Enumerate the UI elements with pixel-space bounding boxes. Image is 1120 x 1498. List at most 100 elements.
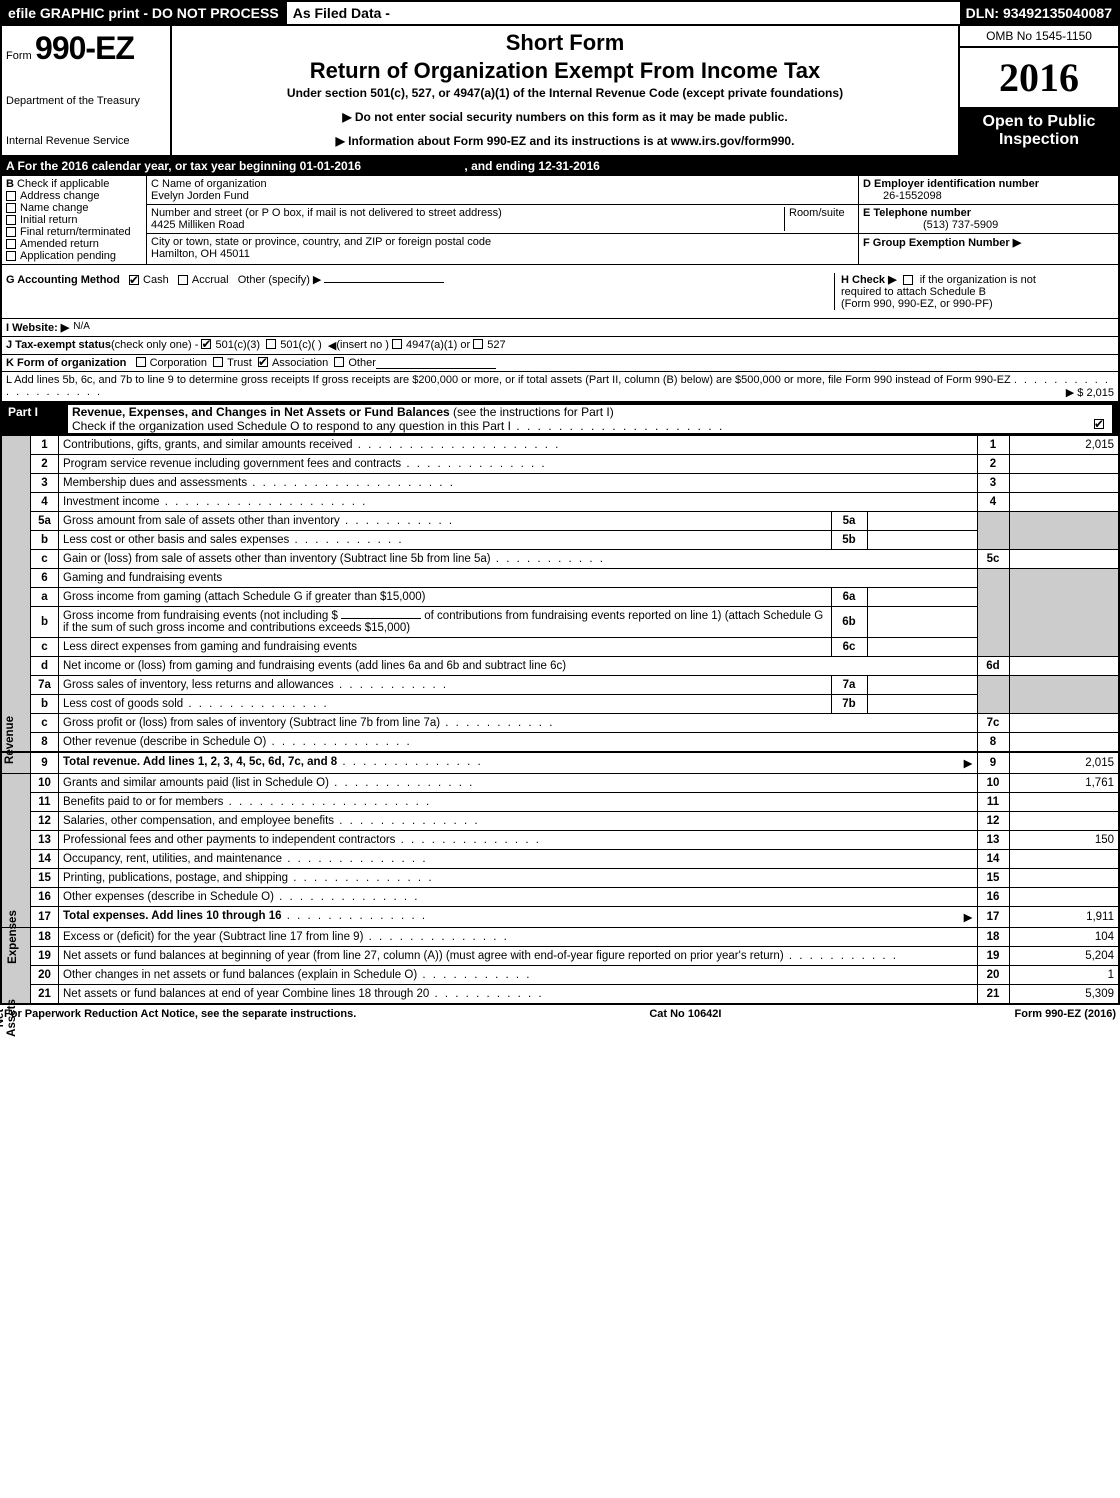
j-527: 527: [487, 339, 505, 352]
l6d-desc: Net income or (loss) from gaming and fun…: [59, 657, 978, 676]
col-b: B Check if applicable Address change Nam…: [2, 176, 147, 264]
header-left: Form 990-EZ Department of the Treasury I…: [2, 26, 172, 155]
k-other: Other: [348, 357, 376, 369]
l1-desc: Contributions, gifts, grants, and simila…: [63, 439, 353, 451]
form-number: 990-EZ: [35, 30, 134, 66]
j-insert: (insert no ): [336, 339, 389, 352]
header-bullet2: ▶ Information about Form 990-EZ and its …: [176, 134, 954, 148]
h-text1: if the organization is not: [920, 274, 1036, 286]
l6d-val: [1009, 657, 1119, 676]
cb-501c3[interactable]: [201, 339, 211, 349]
cb-4947[interactable]: [392, 339, 402, 349]
l5c-desc: Gain or (loss) from sale of assets other…: [63, 553, 491, 565]
return-title: Return of Organization Exempt From Incom…: [176, 58, 954, 84]
b-amended: Amended return: [20, 238, 99, 250]
cb-pending[interactable]: [6, 251, 16, 261]
l6a-box: [867, 588, 977, 607]
l6b-desc1: Gross income from fundraising events (no…: [63, 610, 338, 622]
footer-mid: Cat No 10642I: [649, 1008, 721, 1020]
cb-final-return[interactable]: [6, 227, 16, 237]
l12-ln: 12: [977, 812, 1009, 831]
header-subtitle: Under section 501(c), 527, or 4947(a)(1)…: [176, 86, 954, 100]
l2-num: 2: [31, 455, 59, 474]
l2-ln: 2: [977, 455, 1009, 474]
cb-amended[interactable]: [6, 239, 16, 249]
l17-desc: Total expenses. Add lines 10 through 16: [63, 910, 282, 922]
cb-other[interactable]: [334, 357, 344, 367]
l9-val: 2,015: [1009, 752, 1119, 774]
l6-desc: Gaming and fundraising events: [59, 569, 978, 588]
d-value: 26-1552098: [863, 190, 942, 202]
l7b-num: b: [31, 695, 59, 714]
l15-num: 15: [31, 869, 59, 888]
form-prefix: Form: [6, 50, 32, 62]
row-l: L Add lines 5b, 6c, and 7b to line 9 to …: [0, 372, 1120, 403]
l16-val: [1009, 888, 1119, 907]
l4-desc: Investment income: [63, 496, 160, 508]
f-label: F Group Exemption Number ▶: [863, 237, 1021, 249]
l5b-sml: 5b: [831, 531, 867, 550]
cb-name-change[interactable]: [6, 203, 16, 213]
cb-501c[interactable]: [266, 339, 276, 349]
l14-val: [1009, 850, 1119, 869]
l18-num: 18: [31, 928, 59, 947]
cb-corp[interactable]: [136, 357, 146, 367]
top-bar-spacer: [396, 2, 960, 24]
cb-address-change[interactable]: [6, 191, 16, 201]
header-bullet1: ▶ Do not enter social security numbers o…: [176, 110, 954, 124]
k-other-field[interactable]: [376, 357, 496, 369]
l5b-num: b: [31, 531, 59, 550]
i-value: N/A: [73, 321, 90, 334]
l6d-num: d: [31, 657, 59, 676]
l7a-box: [867, 676, 977, 695]
l17-val: 1,911: [1009, 907, 1119, 928]
l9-ln: 9: [977, 752, 1009, 774]
l6a-desc: Gross income from gaming (attach Schedul…: [59, 588, 832, 607]
b-pending: Application pending: [20, 250, 116, 262]
cb-527[interactable]: [473, 339, 483, 349]
open-to-public: Open to Public Inspection: [960, 107, 1118, 155]
l7a-desc: Gross sales of inventory, less returns a…: [63, 679, 334, 691]
omb-number: OMB No 1545-1150: [960, 26, 1118, 48]
l15-val: [1009, 869, 1119, 888]
l17-arrow: ▶: [964, 910, 973, 924]
l4-val: [1009, 493, 1119, 512]
l4-num: 4: [31, 493, 59, 512]
g-label: G Accounting Method: [6, 274, 120, 286]
l6a-sml: 6a: [831, 588, 867, 607]
l8-desc: Other revenue (describe in Schedule O): [63, 736, 266, 748]
cb-initial-return[interactable]: [6, 215, 16, 225]
part-i-check: Check if the organization used Schedule …: [72, 419, 511, 433]
e-label: E Telephone number: [863, 207, 971, 219]
g-other-field[interactable]: [324, 282, 444, 283]
l6b-box: [867, 607, 977, 638]
cb-trust[interactable]: [213, 357, 223, 367]
h-text2: required to attach Schedule B: [841, 286, 986, 298]
l18-val: 104: [1009, 928, 1119, 947]
row-k: K Form of organization Corporation Trust…: [0, 355, 1120, 372]
header-center: Short Form Return of Organization Exempt…: [172, 26, 958, 155]
footer-left: For Paperwork Reduction Act Notice, see …: [4, 1008, 356, 1020]
short-form-title: Short Form: [176, 30, 954, 56]
d-label: D Employer identification number: [863, 178, 1039, 190]
l6b-blank[interactable]: [341, 618, 421, 619]
section-bcdef: B Check if applicable Address change Nam…: [0, 176, 1120, 265]
l7b-sml: 7b: [831, 695, 867, 714]
l9-num: 9: [31, 752, 59, 774]
city-label: City or town, state or province, country…: [151, 236, 491, 248]
side-revenue: Revenue: [1, 436, 31, 753]
l10-desc: Grants and similar amounts paid (list in…: [63, 777, 329, 789]
g-accrual: Accrual: [192, 274, 229, 286]
l19-desc: Net assets or fund balances at beginning…: [63, 950, 784, 962]
l17-ln: 17: [977, 907, 1009, 928]
cb-assoc[interactable]: [258, 357, 268, 367]
b-checkif: Check if applicable: [17, 178, 109, 190]
cb-sched-o[interactable]: [1094, 419, 1104, 429]
cb-accrual[interactable]: [178, 275, 188, 285]
part-i-table: Revenue 1 Contributions, gifts, grants, …: [0, 435, 1120, 1005]
cb-h[interactable]: [903, 275, 913, 285]
l16-desc: Other expenses (describe in Schedule O): [63, 891, 274, 903]
j-501c: 501(c)( ): [280, 339, 322, 352]
cb-cash[interactable]: [129, 275, 139, 285]
h-text3: (Form 990, 990-EZ, or 990-PF): [841, 298, 993, 310]
